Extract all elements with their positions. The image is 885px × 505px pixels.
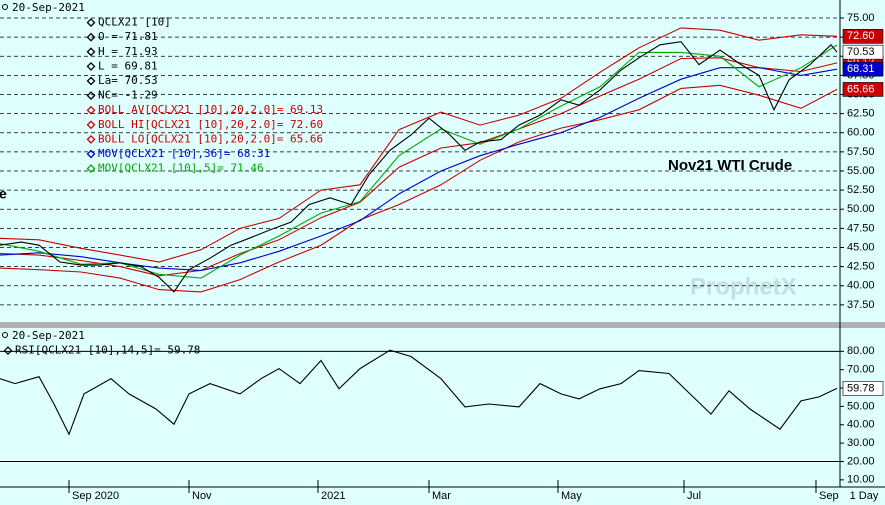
info-text: 20-Sep-2021	[12, 1, 85, 14]
info-text: La= 70.53	[98, 74, 158, 87]
watermark: ProphetX	[690, 273, 797, 300]
info-text: L = 69.81	[98, 59, 158, 72]
legend-marker	[86, 47, 96, 57]
legend-label: BOLL LO[QCLX21 [10],20,2.0]= 65.66	[98, 132, 323, 145]
legend-marker	[3, 346, 13, 356]
x-tick-label: Sep 2020	[72, 490, 119, 502]
left-fragment: e	[0, 186, 7, 202]
value-tag-label: 70.53	[847, 46, 875, 58]
x-tick-label: Nov	[192, 490, 212, 502]
value-tag	[842, 44, 884, 60]
y-tick-label: 42.50	[847, 261, 875, 273]
legend-marker	[86, 149, 96, 159]
y-tick-label: 10.00	[847, 474, 875, 486]
series-line	[0, 57, 838, 277]
value-tag	[842, 82, 884, 97]
x-tick-label: May	[561, 490, 582, 502]
x-tick-label: Jul	[687, 490, 701, 502]
y-tick-label: 70.00	[847, 364, 875, 376]
y-tick-label: 60.00	[847, 127, 875, 139]
legend-marker	[86, 105, 96, 115]
legend-label: BOLL HI[QCLX21 [10],20,2.0]= 72.60	[98, 118, 323, 131]
series-line	[0, 84, 838, 293]
x-tick-label: Sep	[819, 490, 839, 502]
y-tick-label: 40.00	[847, 419, 875, 431]
y-tick-label: 57.50	[847, 146, 875, 158]
y-tick-label: 52.50	[847, 184, 875, 196]
legend-label: RSI[QCLX21 [10],14,5]= 59.78	[15, 344, 200, 357]
value-tag-label: 68.31	[847, 63, 875, 75]
y-tick-label: 37.50	[847, 299, 875, 311]
panel-separator	[0, 322, 885, 328]
legend-label: MOV[QCLX21 [10],36]= 68.31	[98, 147, 270, 160]
interval-label: 1 Day	[850, 490, 879, 502]
search-icon	[2, 4, 8, 10]
legend-marker	[86, 164, 96, 174]
x-tick-label: Mar	[432, 490, 451, 502]
y-tick-label: 30.00	[847, 437, 875, 449]
info-text: NC= -1.29	[98, 89, 158, 102]
info-text: H = 71.93	[98, 45, 158, 58]
value-tag-label: 65.66	[847, 83, 875, 95]
legend-label: MOV[QCLX21 [10],5]= 71.46	[98, 162, 264, 175]
legend-marker	[86, 61, 96, 71]
y-tick-label: 50.00	[847, 203, 875, 215]
y-tick-label: 45.00	[847, 241, 875, 253]
legend-label: BOLL AV[QCLX21 [10],20,2.0]= 69.13	[98, 103, 323, 116]
y-tick-label: 20.00	[847, 455, 875, 467]
y-tick-label: 80.00	[847, 345, 875, 357]
y-tick-label: 62.50	[847, 108, 875, 120]
search-icon	[2, 332, 8, 338]
y-tick-label: 75.00	[847, 12, 875, 24]
value-tag	[842, 61, 884, 77]
value-tag-label: 72.60	[847, 30, 875, 42]
legend-marker	[86, 18, 96, 28]
legend-marker	[86, 76, 96, 86]
value-tag	[842, 29, 884, 44]
y-tick-label: 47.50	[847, 222, 875, 234]
legend-marker	[86, 91, 96, 101]
x-tick-label: 2021	[321, 490, 345, 502]
series-line	[0, 67, 838, 271]
legend-marker	[86, 32, 96, 42]
series-line	[0, 41, 838, 293]
info-text: QCLX21 [10]	[98, 16, 171, 29]
y-tick-label: 55.00	[847, 165, 875, 177]
annotation: Nov21 WTI Crude	[668, 157, 792, 174]
y-tick-label: 50.00	[847, 400, 875, 412]
info-text: 20-Sep-2021	[12, 329, 85, 342]
series-line	[0, 349, 838, 436]
legend-marker	[86, 134, 96, 144]
info-text: O = 71.81	[98, 30, 158, 43]
y-tick-label: 40.00	[847, 280, 875, 292]
legend-marker	[86, 120, 96, 130]
series-line	[0, 27, 838, 263]
value-tag-label: 59.78	[847, 382, 875, 394]
series-line	[0, 44, 838, 279]
value-tag	[842, 381, 884, 396]
